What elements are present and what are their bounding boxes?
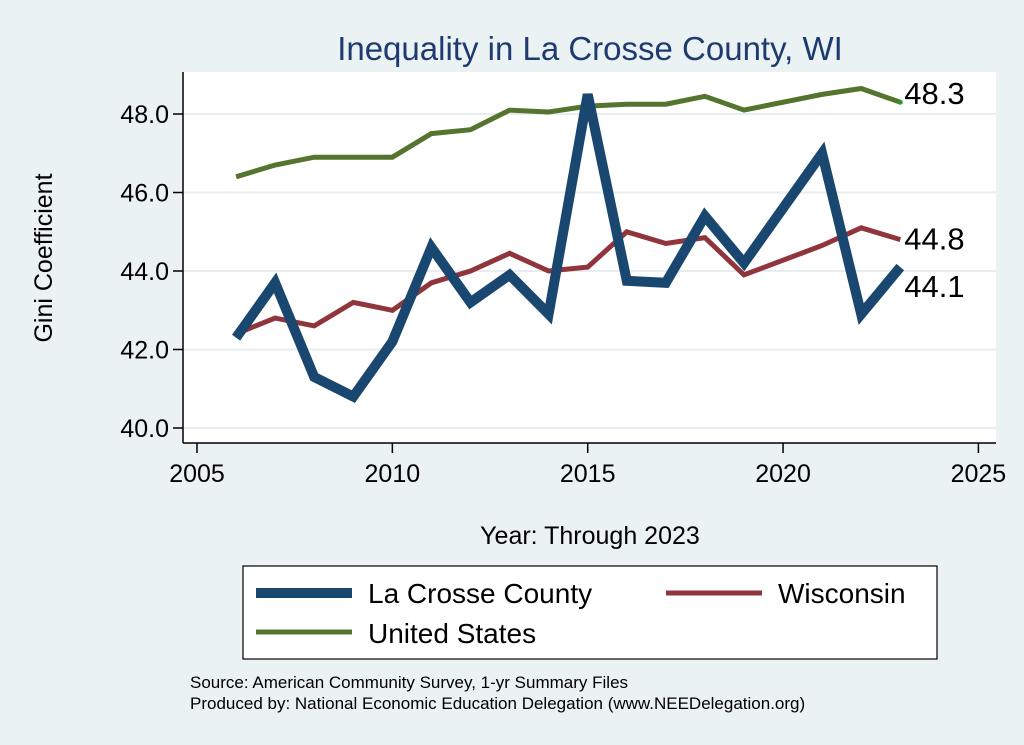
x-axis-ticks: 2005 2010 2015 2020 2025 xyxy=(169,443,1006,488)
end-label-united-states: 48.3 xyxy=(904,76,964,111)
x-tick-label: 2015 xyxy=(560,460,616,488)
legend: La Crosse County Wisconsin United States xyxy=(242,565,938,660)
series-line-united-states xyxy=(235,85,902,180)
x-tick-label: 2010 xyxy=(365,460,421,488)
series-line-wisconsin xyxy=(235,225,902,337)
end-label-la-crosse-county: 44.1 xyxy=(904,269,964,304)
x-tick-label: 2025 xyxy=(951,460,1007,488)
y-axis-title: Gini Coefficient xyxy=(30,173,58,342)
x-tick-label: 2005 xyxy=(169,460,225,488)
legend-box xyxy=(242,565,938,660)
y-tick-label: 44.0 xyxy=(120,258,169,286)
y-axis-ticks: 40.0 42.0 44.0 46.0 48.0 xyxy=(120,101,183,443)
x-tick-label: 2020 xyxy=(755,460,811,488)
chart-title: Inequality in La Crosse County, WI xyxy=(337,30,843,67)
x-axis-title: Year: Through 2023 xyxy=(480,522,700,550)
gridlines xyxy=(183,113,996,429)
end-value-labels: 48.3 44.8 44.1 xyxy=(904,76,964,304)
producer-note: Produced by: National Economic Education… xyxy=(190,694,805,713)
y-tick-label: 40.0 xyxy=(120,415,169,443)
series-end-marker-united-states xyxy=(897,99,903,105)
series-line-la-crosse-county xyxy=(232,93,905,403)
source-note: Source: American Community Survey, 1-yr … xyxy=(190,673,628,692)
legend-label-united-states: United States xyxy=(368,618,536,649)
legend-label-la-crosse-county: La Crosse County xyxy=(368,578,592,609)
y-tick-label: 48.0 xyxy=(120,101,169,129)
data-series xyxy=(232,85,905,403)
y-tick-label: 46.0 xyxy=(120,180,169,208)
plot-area xyxy=(183,72,996,443)
end-label-wisconsin: 44.8 xyxy=(904,222,964,257)
y-tick-label: 42.0 xyxy=(120,337,169,365)
legend-label-wisconsin: Wisconsin xyxy=(778,578,906,609)
